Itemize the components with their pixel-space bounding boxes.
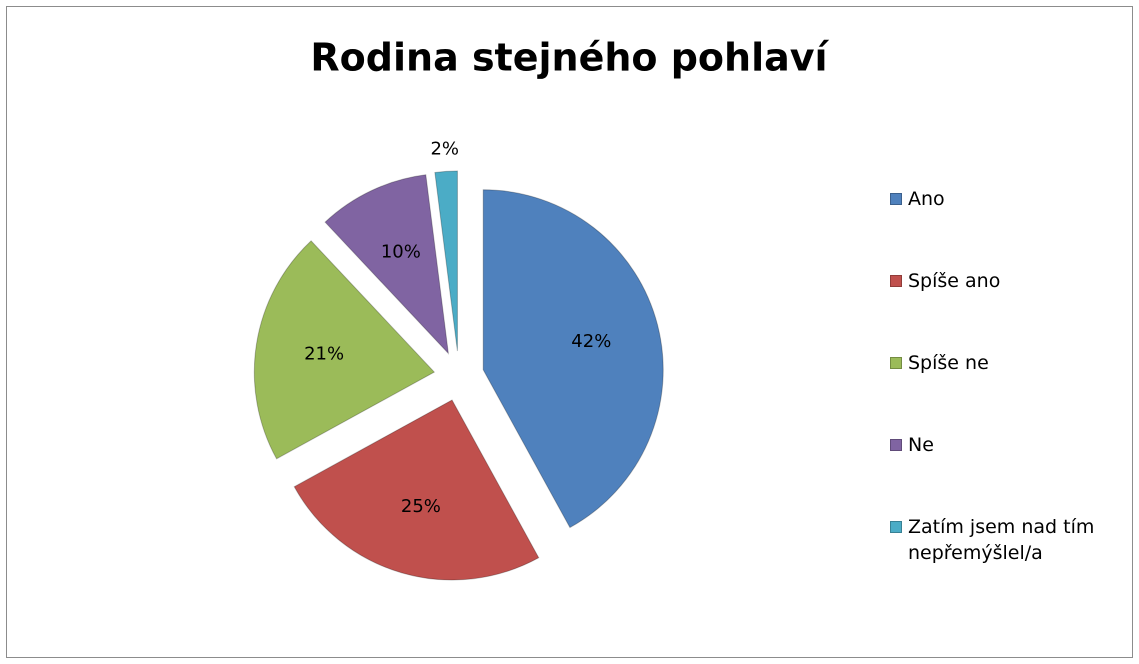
legend-item: Spíše ne: [888, 350, 1128, 376]
chart-title: Rodina stejného pohlaví: [310, 36, 829, 80]
legend: Ano Spíše ano Spíše ne Ne Zatím jsem nad tím…: [888, 186, 1128, 622]
data-label: 25%: [401, 496, 441, 517]
legend-item: Ano: [888, 186, 1128, 212]
data-label: 10%: [381, 241, 421, 262]
legend-swatch: [890, 357, 902, 369]
pie-slice: [293, 399, 540, 581]
legend-swatch: [890, 439, 902, 451]
legend-item: Ne: [888, 432, 1128, 458]
legend-label: Spíše ano: [908, 270, 1001, 292]
legend-swatch: [890, 275, 902, 287]
data-label: 21%: [304, 344, 344, 365]
pie-slice: [434, 170, 458, 352]
data-label: 2%: [430, 138, 459, 159]
data-label: 42%: [571, 331, 611, 352]
legend-swatch: [890, 521, 902, 533]
pie-slice: [253, 240, 436, 460]
pie-slice: [324, 174, 450, 355]
legend-item: Zatím jsem nad tím nepřemýšlel/a: [888, 514, 1128, 566]
legend-label: Ano: [908, 188, 945, 210]
legend-item: Spíše ano: [888, 268, 1128, 294]
legend-label: Spíše ne: [908, 352, 989, 374]
legend-label: Ne: [908, 434, 934, 456]
legend-label: Zatím jsem nad tím nepřemýšlel/a: [908, 516, 1095, 564]
legend-swatch: [890, 193, 902, 205]
pie-slice: [482, 189, 664, 529]
